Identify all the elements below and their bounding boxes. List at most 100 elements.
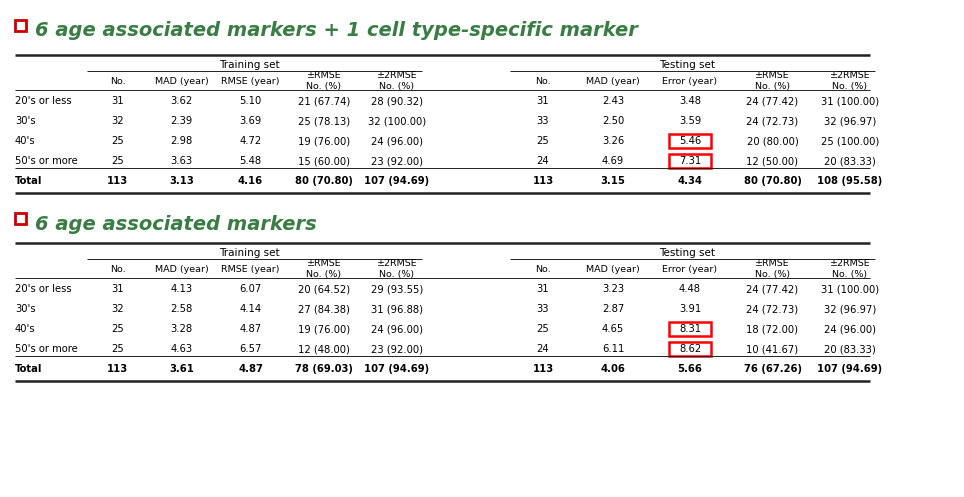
Text: 5.48: 5.48: [239, 156, 261, 166]
Text: 4.14: 4.14: [239, 304, 261, 314]
Text: ±RMSE
No. (%): ±RMSE No. (%): [755, 259, 790, 279]
Text: 6.07: 6.07: [239, 284, 261, 294]
Text: 7.31: 7.31: [679, 156, 701, 166]
Text: 32: 32: [111, 304, 123, 314]
Text: 32 (100.00): 32 (100.00): [368, 116, 426, 126]
Text: 25: 25: [537, 324, 549, 334]
Text: 2.39: 2.39: [171, 116, 193, 126]
Text: 2.58: 2.58: [171, 304, 193, 314]
Text: 24 (96.00): 24 (96.00): [371, 136, 423, 146]
Text: ±2RMSE
No. (%): ±2RMSE No. (%): [830, 259, 870, 279]
Bar: [669, 342, 711, 356]
Text: 21 (67.74): 21 (67.74): [298, 96, 350, 106]
Text: 31: 31: [537, 96, 549, 106]
Text: 12 (48.00): 12 (48.00): [298, 344, 350, 354]
Text: 24: 24: [537, 156, 549, 166]
Text: ±RMSE
No. (%): ±RMSE No. (%): [755, 71, 790, 90]
Text: 19 (76.00): 19 (76.00): [298, 324, 350, 334]
Text: 20 (80.00): 20 (80.00): [747, 136, 798, 146]
Text: MAD (year): MAD (year): [154, 264, 208, 273]
Text: ±2RMSE
No. (%): ±2RMSE No. (%): [830, 71, 870, 90]
Text: 32: 32: [111, 116, 123, 126]
Text: 3.69: 3.69: [239, 116, 261, 126]
Text: 10 (41.67): 10 (41.67): [746, 344, 798, 354]
Text: 20's or less: 20's or less: [15, 284, 71, 294]
Text: Training set: Training set: [219, 60, 280, 70]
Text: 24 (77.42): 24 (77.42): [746, 284, 798, 294]
Text: Error (year): Error (year): [662, 264, 717, 273]
Text: 78 (69.03): 78 (69.03): [295, 364, 353, 374]
Text: 24 (72.73): 24 (72.73): [746, 116, 798, 126]
Text: 40's: 40's: [15, 324, 36, 334]
Text: 113: 113: [532, 364, 553, 374]
Text: 24 (72.73): 24 (72.73): [746, 304, 798, 314]
Text: No.: No.: [110, 77, 125, 85]
Text: ±2RMSE
No. (%): ±2RMSE No. (%): [377, 71, 417, 90]
Text: Training set: Training set: [219, 248, 280, 258]
Text: 24 (96.00): 24 (96.00): [824, 324, 876, 334]
Text: 32 (96.97): 32 (96.97): [824, 304, 876, 314]
Text: 5.10: 5.10: [239, 96, 261, 106]
Text: 25: 25: [111, 344, 124, 354]
Bar: [15, 213, 26, 224]
Text: 31: 31: [537, 284, 549, 294]
Text: 28 (90.32): 28 (90.32): [371, 96, 423, 106]
Bar: [669, 134, 711, 148]
Text: 23 (92.00): 23 (92.00): [371, 344, 423, 354]
Text: 8.31: 8.31: [679, 324, 701, 334]
Text: 15 (60.00): 15 (60.00): [298, 156, 350, 166]
Text: 20's or less: 20's or less: [15, 96, 71, 106]
Text: 33: 33: [537, 304, 549, 314]
Text: 3.62: 3.62: [171, 96, 193, 106]
Text: 3.23: 3.23: [602, 284, 624, 294]
Text: MAD (year): MAD (year): [154, 77, 208, 85]
Text: 2.87: 2.87: [602, 304, 624, 314]
Text: 25: 25: [537, 136, 549, 146]
Text: 6 age associated markers + 1 cell type-specific marker: 6 age associated markers + 1 cell type-s…: [35, 21, 638, 40]
Text: 31: 31: [111, 96, 123, 106]
Text: 6 age associated markers: 6 age associated markers: [35, 215, 317, 234]
Text: 4.87: 4.87: [238, 364, 263, 374]
Text: 25 (100.00): 25 (100.00): [821, 136, 879, 146]
Text: 5.66: 5.66: [678, 364, 703, 374]
Text: 2.50: 2.50: [602, 116, 624, 126]
Text: 31: 31: [111, 284, 123, 294]
Text: RMSE (year): RMSE (year): [222, 77, 280, 85]
Text: Total: Total: [15, 176, 42, 186]
Text: MAD (year): MAD (year): [586, 77, 640, 85]
Text: 12 (50.00): 12 (50.00): [746, 156, 798, 166]
Text: 27 (84.38): 27 (84.38): [298, 304, 350, 314]
Text: 6.11: 6.11: [602, 344, 624, 354]
Text: 30's: 30's: [15, 116, 36, 126]
Text: 24 (96.00): 24 (96.00): [371, 324, 423, 334]
Text: 107 (94.69): 107 (94.69): [817, 364, 883, 374]
Text: 113: 113: [532, 176, 553, 186]
Text: 3.26: 3.26: [602, 136, 624, 146]
Text: 4.72: 4.72: [239, 136, 261, 146]
Text: 4.87: 4.87: [239, 324, 261, 334]
Text: 3.61: 3.61: [169, 364, 194, 374]
Text: 4.06: 4.06: [601, 364, 626, 374]
Text: MAD (year): MAD (year): [586, 264, 640, 273]
Text: 25: 25: [111, 136, 124, 146]
Text: 80 (70.80): 80 (70.80): [743, 176, 801, 186]
Text: 40's: 40's: [15, 136, 36, 146]
Text: ±RMSE
No. (%): ±RMSE No. (%): [307, 259, 341, 279]
Text: 4.13: 4.13: [171, 284, 193, 294]
Text: 32 (96.97): 32 (96.97): [824, 116, 876, 126]
Text: 3.13: 3.13: [169, 176, 194, 186]
Text: 50's or more: 50's or more: [15, 344, 78, 354]
Text: 3.91: 3.91: [679, 304, 701, 314]
Text: ±2RMSE
No. (%): ±2RMSE No. (%): [377, 259, 417, 279]
Text: 4.69: 4.69: [602, 156, 624, 166]
Text: 6.57: 6.57: [239, 344, 261, 354]
Text: 4.63: 4.63: [171, 344, 193, 354]
Text: 31 (100.00): 31 (100.00): [821, 284, 879, 294]
Text: Error (year): Error (year): [662, 77, 717, 85]
Text: 4.16: 4.16: [238, 176, 263, 186]
Text: 50's or more: 50's or more: [15, 156, 78, 166]
Text: 3.59: 3.59: [679, 116, 701, 126]
Text: No.: No.: [535, 264, 550, 273]
Text: Testing set: Testing set: [659, 248, 715, 258]
Text: 20 (83.33): 20 (83.33): [824, 156, 876, 166]
